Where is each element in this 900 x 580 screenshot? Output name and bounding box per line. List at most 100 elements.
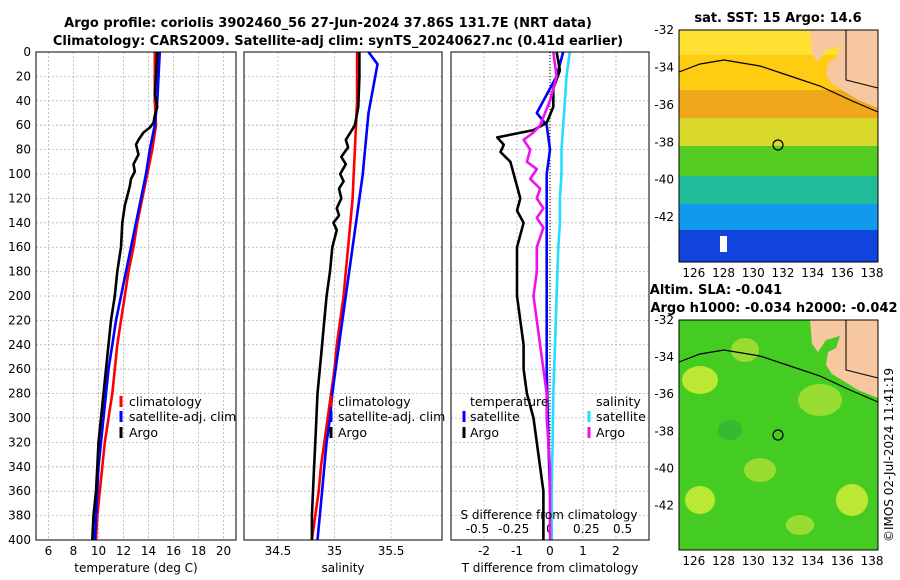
x-tick-label: -2: [478, 544, 490, 558]
depth-tick-label: 380: [8, 509, 31, 523]
series-line-satellite-adj-clim: [93, 51, 162, 541]
lat-tick-label: -38: [654, 424, 674, 438]
x-tick-label: 34.5: [265, 544, 292, 558]
lon-tick-label: 128: [712, 266, 735, 280]
x-tick-label: 8: [70, 544, 78, 558]
sst-band-blue: [679, 230, 878, 262]
x-tick-label: 35.5: [378, 544, 405, 558]
lat-tick-label: -34: [654, 350, 674, 364]
depth-tick-label: 260: [8, 362, 31, 376]
depth-tick-label: 100: [8, 167, 31, 181]
sla-coast-outline: [845, 320, 879, 379]
lon-tick-label: 134: [801, 554, 824, 568]
depth-tick-label: 80: [16, 143, 31, 157]
s-diff-tick-label: -0.5: [466, 522, 489, 536]
x-tick-label: 2: [612, 544, 620, 558]
legend-argo-label: Argo: [129, 425, 158, 440]
sst-argo-marker: [772, 139, 784, 151]
legend-s-argo-label: Argo: [596, 425, 625, 440]
legend-satellite-label: satellite-adj. clim: [338, 409, 445, 424]
s-difference-label: S difference from climatology: [461, 508, 638, 522]
depth-tick-label: 300: [8, 411, 31, 425]
depth-tick-label: 20: [16, 69, 31, 83]
lat-tick-label: -32: [654, 23, 674, 37]
depth-tick-label: 40: [16, 94, 31, 108]
legend-t-argo-label: Argo: [470, 425, 499, 440]
depth-tick-label: 400: [8, 533, 31, 547]
lat-tick-label: -32: [654, 313, 674, 327]
legend-argo-label: Argo: [338, 425, 367, 440]
sla-anomaly: [685, 486, 715, 514]
lat-tick-label: -42: [654, 210, 674, 224]
series-line-s-argo: [522, 51, 558, 540]
lon-tick-label: 130: [742, 266, 765, 280]
legend-salinity-title: salinity: [596, 394, 641, 409]
sla-map-title2: Argo h1000: -0.034 h2000: -0.042: [650, 301, 897, 316]
sla-anomaly: [798, 384, 842, 416]
sst-coastline-contour: [678, 59, 879, 113]
salinity-axes-frame: [243, 51, 443, 541]
sst-map-title: sat. SST: 15 Argo: 14.6: [694, 11, 861, 26]
legend-t-satellite-label: satellite: [470, 409, 520, 424]
t-difference-xlabel: T difference from climatology: [461, 561, 639, 575]
depth-tick-label: 200: [8, 289, 31, 303]
x-tick-label: 14: [141, 544, 156, 558]
depth-tick-label: 60: [16, 118, 31, 132]
sst-band-transition: [679, 118, 878, 148]
sla-coastline-contour: [678, 349, 879, 403]
s-diff-tick-label: -0.25: [498, 522, 529, 536]
lon-tick-label: 136: [831, 266, 854, 280]
temperature-panel: 0 20 40 60 80 100 120 140 160 180 200 220 240 260 280 3…: [8, 45, 237, 575]
difference-axes-frame: [450, 51, 650, 541]
lat-tick-label: -36: [654, 387, 674, 401]
depth-tick-label: 340: [8, 460, 31, 474]
sla-anomaly: [682, 366, 718, 394]
legend-satellite-label: satellite-adj. clim: [129, 409, 236, 424]
lat-tick-label: -40: [654, 461, 674, 475]
sst-map: sat. SST: 15 Argo: 14.6 -32 -34 -36 -38 -40 -…: [654, 11, 883, 280]
lon-tick-label: 132: [772, 554, 795, 568]
x-tick-label: -1: [511, 544, 523, 558]
x-tick-label: 6: [45, 544, 53, 558]
salinity-panel: 34.5 35 35.5 salinity climatology satellit…: [243, 51, 445, 575]
depth-tick-label: 160: [8, 240, 31, 254]
sst-missing-patch: [720, 236, 727, 252]
series-line-argo: [310, 52, 361, 540]
sst-map-frame: [678, 29, 879, 263]
lat-tick-label: -40: [654, 173, 674, 187]
x-tick-label: 12: [116, 544, 131, 558]
lon-tick-label: 130: [742, 554, 765, 568]
lon-tick-label: 132: [772, 266, 795, 280]
temperature-legend: climatology satellite-adj. clim Argo: [119, 394, 236, 440]
depth-tick-label: 320: [8, 435, 31, 449]
x-tick-label: 1: [579, 544, 587, 558]
temperature-xlabel: temperature (deg C): [74, 561, 197, 575]
legend-temperature-title: temperature: [470, 394, 549, 409]
sla-argo-marker: [772, 429, 784, 441]
sla-map-frame: [678, 319, 879, 551]
lon-tick-label: 138: [861, 554, 884, 568]
x-tick-label: 0: [546, 544, 554, 558]
series-line-climatology: [94, 52, 158, 541]
series-line-s-satellite: [550, 51, 572, 540]
depth-tick-label: 240: [8, 338, 31, 352]
depth-tick-label: 140: [8, 216, 31, 230]
lon-tick-label: 138: [861, 266, 884, 280]
lon-tick-label: 128: [712, 554, 735, 568]
legend-s-satellite-label: satellite: [596, 409, 646, 424]
sla-anomaly: [836, 484, 868, 516]
s-diff-tick-label: 0.5: [613, 522, 632, 536]
lat-tick-label: -36: [654, 98, 674, 112]
lon-tick-label: 134: [801, 266, 824, 280]
sla-map-title1: Altim. SLA: -0.041: [650, 283, 782, 298]
series-line-climatology: [310, 52, 359, 541]
x-tick-label: 16: [166, 544, 181, 558]
depth-tick-label: 280: [8, 387, 31, 401]
series-line-argo: [91, 51, 159, 541]
depth-tick-label: 360: [8, 484, 31, 498]
lat-tick-label: -38: [654, 135, 674, 149]
legend-climatology-label: climatology: [338, 394, 411, 409]
sla-anomaly: [744, 458, 776, 482]
depth-tick-label: 0: [23, 45, 31, 59]
